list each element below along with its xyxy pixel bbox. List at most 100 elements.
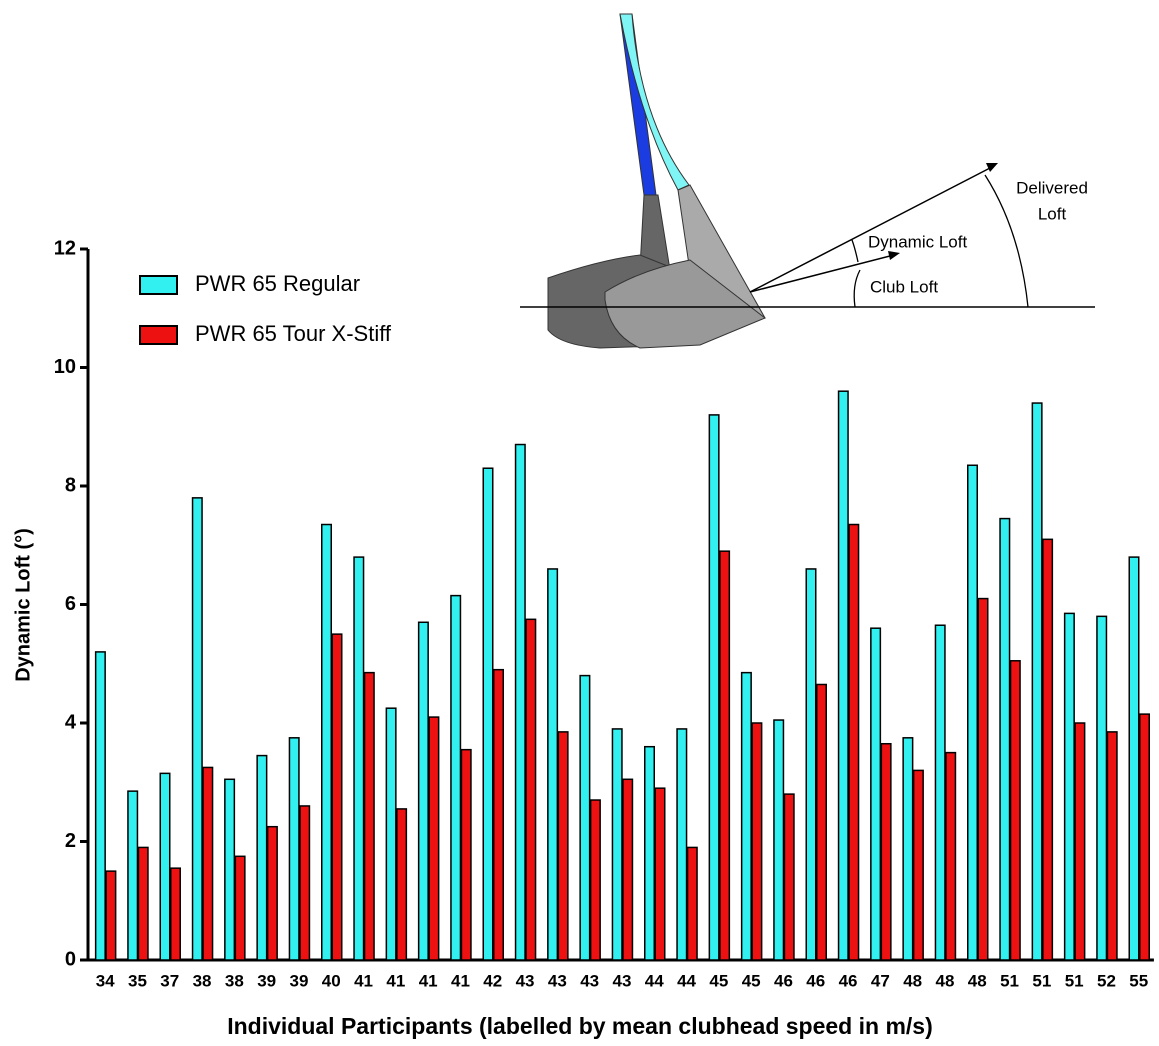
bar — [839, 391, 849, 960]
bar — [688, 847, 698, 960]
bar — [612, 729, 622, 960]
x-tick-label: 43 — [516, 971, 535, 990]
x-tick-label: 39 — [289, 971, 308, 990]
bar — [419, 622, 429, 960]
annotation: Dynamic Loft — [868, 232, 967, 251]
bar — [365, 673, 375, 960]
x-tick-label: 51 — [1065, 971, 1084, 990]
bar — [322, 525, 332, 960]
bar — [494, 670, 504, 960]
bar — [1032, 403, 1042, 960]
bar — [483, 468, 493, 960]
x-tick-label: 41 — [419, 971, 438, 990]
legend-label: PWR 65 Regular — [195, 271, 360, 296]
annotation: Loft — [1038, 204, 1067, 223]
bar — [429, 717, 439, 960]
x-tick-label: 44 — [645, 971, 664, 990]
bar — [784, 794, 794, 960]
bar — [946, 753, 956, 960]
x-tick-label: 42 — [483, 971, 502, 990]
x-tick-label: 37 — [160, 971, 179, 990]
bar — [935, 625, 945, 960]
club-diagram: Delivered Loft Dynamic Loft Club Loft — [520, 14, 1095, 348]
annotation: Delivered — [1016, 178, 1088, 197]
x-tick-label: 35 — [128, 971, 147, 990]
bar — [461, 750, 471, 960]
bar — [1140, 714, 1150, 960]
bar — [1075, 723, 1085, 960]
bar — [548, 569, 558, 960]
bar — [623, 779, 633, 960]
x-tick-label: 41 — [451, 971, 470, 990]
bar — [655, 788, 665, 960]
bar — [451, 596, 461, 960]
legend-label: PWR 65 Tour X-Stiff — [195, 321, 392, 346]
bar — [257, 756, 267, 960]
bar — [332, 634, 342, 960]
y-tick-label: 8 — [65, 474, 76, 496]
bar — [720, 551, 730, 960]
bar — [806, 569, 816, 960]
x-tick-label: 46 — [806, 971, 825, 990]
bar — [742, 673, 752, 960]
x-tick-label: 41 — [386, 971, 405, 990]
bar — [106, 871, 116, 960]
x-tick-label: 34 — [96, 971, 115, 990]
bar — [903, 738, 913, 960]
bar — [591, 800, 601, 960]
y-tick-label: 12 — [54, 237, 76, 259]
legend-swatch — [140, 326, 177, 344]
bar — [817, 684, 827, 960]
bar — [526, 619, 536, 960]
x-tick-label: 52 — [1097, 971, 1116, 990]
bar — [968, 465, 978, 960]
x-tick-label: 46 — [839, 971, 858, 990]
bar — [645, 747, 655, 960]
bar — [516, 445, 526, 960]
x-tick-label: 41 — [354, 971, 373, 990]
bar — [881, 744, 891, 960]
x-tick-label: 48 — [968, 971, 987, 990]
x-tick-label: 39 — [257, 971, 276, 990]
bar — [397, 809, 407, 960]
x-tick-label: 43 — [548, 971, 567, 990]
x-tick-label: 45 — [742, 971, 761, 990]
y-tick-label: 2 — [65, 830, 76, 852]
bar — [677, 729, 687, 960]
bar — [978, 599, 988, 960]
x-tick-label: 38 — [225, 971, 244, 990]
bar — [235, 856, 245, 960]
bar — [1065, 613, 1075, 960]
bar — [1011, 661, 1021, 960]
bar — [1107, 732, 1117, 960]
y-tick-label: 4 — [65, 711, 77, 733]
x-tick-label: 51 — [1000, 971, 1019, 990]
x-tick-label: 51 — [1032, 971, 1051, 990]
x-tick-label: 46 — [774, 971, 793, 990]
bar — [709, 415, 719, 960]
bar — [289, 738, 299, 960]
bar — [354, 557, 364, 960]
bar — [386, 708, 396, 960]
y-tick-label: 0 — [65, 948, 76, 970]
x-tick-label: 43 — [580, 971, 599, 990]
x-tick-label: 55 — [1129, 971, 1148, 990]
bar — [225, 779, 235, 960]
x-tick-label: 48 — [903, 971, 922, 990]
bar — [1000, 519, 1010, 960]
bar — [128, 791, 138, 960]
bar — [160, 773, 170, 960]
y-tick-label: 6 — [65, 593, 76, 615]
x-tick-label: 45 — [709, 971, 728, 990]
y-axis-title: Dynamic Loft (°) — [12, 528, 34, 682]
bar — [1129, 557, 1139, 960]
bar — [1097, 616, 1107, 960]
legend-swatch — [140, 276, 177, 294]
bar — [558, 732, 568, 960]
bar — [752, 723, 762, 960]
x-tick-label: 47 — [871, 971, 890, 990]
x-tick-label: 43 — [612, 971, 631, 990]
x-tick-label: 38 — [193, 971, 212, 990]
bar — [849, 525, 859, 960]
bar — [580, 676, 590, 960]
